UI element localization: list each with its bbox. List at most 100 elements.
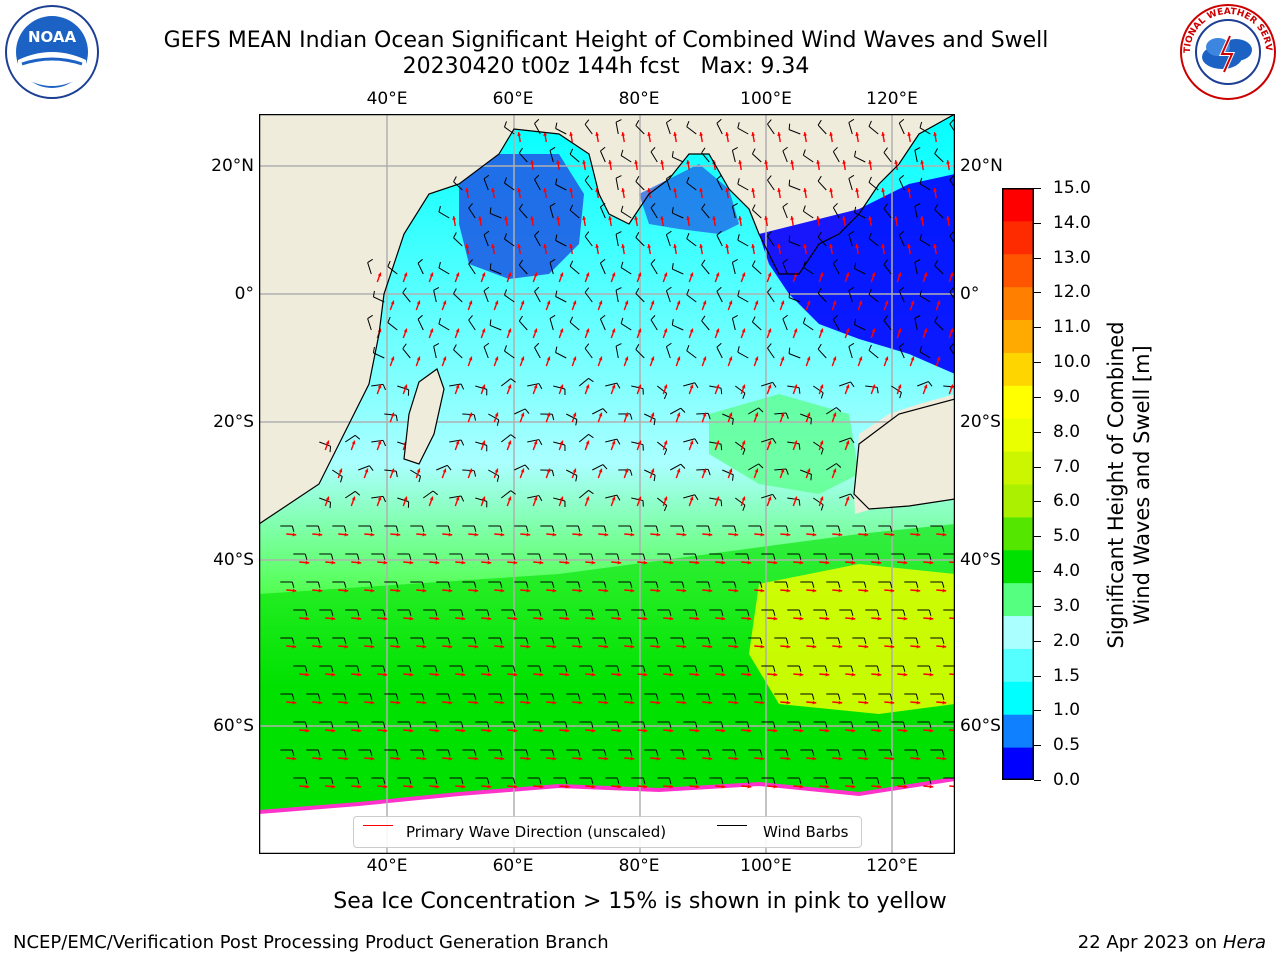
- wind-barb: [748, 581, 763, 588]
- lon-tick-top-120e: 120°E: [866, 89, 918, 109]
- map-panel[interactable]: Primary Wave Direction (unscaled) Wind B…: [258, 113, 956, 855]
- wind-barb: [904, 581, 919, 588]
- wind-barb: [868, 176, 879, 191]
- wind-barb: [423, 777, 438, 784]
- wind-barb: [555, 178, 567, 191]
- wave-arrow: [623, 356, 629, 367]
- wind-barb: [319, 497, 332, 509]
- wind-barb: [701, 315, 710, 331]
- colorbar: [1002, 188, 1034, 781]
- wave-arrow: [792, 440, 798, 451]
- wind-barb: [462, 413, 477, 421]
- wind-barb: [788, 123, 801, 135]
- wind-barb: [788, 235, 801, 247]
- wind-barb: [826, 693, 841, 700]
- wind-barb: [949, 175, 955, 189]
- wind-barb: [800, 693, 815, 700]
- wave-arrow: [428, 496, 434, 507]
- wind-barb: [345, 609, 360, 616]
- wind-barb: [384, 525, 399, 532]
- wind-barb: [475, 609, 490, 616]
- wave-arrow: [894, 160, 899, 171]
- wave-arrow: [546, 644, 557, 649]
- wind-barb: [848, 286, 855, 303]
- wind-barb: [306, 581, 321, 588]
- wave-arrow: [467, 468, 473, 479]
- wind-barb: [483, 174, 490, 191]
- wave-arrow: [546, 532, 557, 537]
- wind-barb: [280, 581, 295, 588]
- wind-barb: [358, 749, 373, 756]
- wind-barb: [371, 777, 386, 784]
- wave-arrow: [922, 384, 928, 395]
- wave-arrow: [728, 700, 739, 705]
- wind-barb: [802, 149, 814, 163]
- wave-arrow: [403, 560, 414, 565]
- wave-arrow: [780, 700, 791, 705]
- wave-arrow: [701, 356, 707, 367]
- wind-barb: [671, 207, 684, 219]
- wind-barb: [709, 553, 724, 560]
- wind-barb: [761, 493, 777, 500]
- wave-arrow: [507, 616, 518, 621]
- wind-barb: [709, 721, 724, 728]
- wind-barb: [540, 413, 555, 421]
- wave-arrow: [325, 672, 336, 677]
- wind-barb: [839, 721, 854, 728]
- wind-barb: [734, 497, 746, 511]
- wind-barb: [683, 382, 699, 389]
- wave-arrow: [584, 328, 590, 339]
- wave-arrow: [337, 468, 343, 479]
- wave-arrow: [610, 384, 616, 395]
- wind-barb: [670, 581, 685, 588]
- wave-arrow: [897, 560, 908, 565]
- wave-arrow: [871, 560, 882, 565]
- wind-barb: [852, 693, 867, 700]
- wind-barb: [774, 468, 789, 475]
- wave-arrow: [480, 272, 486, 283]
- lon-tick-top-40e: 40°E: [366, 89, 408, 109]
- wind-barb: [787, 553, 802, 560]
- colorbar-swatch: [1002, 484, 1034, 518]
- wave-arrow: [689, 672, 700, 677]
- wind-barb: [462, 637, 477, 644]
- wind-barb: [914, 315, 921, 331]
- wave-arrow: [818, 440, 824, 451]
- wind-barb: [686, 232, 697, 247]
- lat-tick-left-40s: 40°S: [213, 550, 254, 570]
- wind-barb: [579, 609, 594, 616]
- wind-barb: [635, 120, 645, 135]
- wind-barb: [878, 693, 893, 700]
- lon-tick-bottom-60e: 60°E: [492, 856, 534, 876]
- wave-arrow: [481, 784, 492, 789]
- wind-barb: [767, 119, 775, 135]
- wave-arrow: [465, 188, 470, 199]
- wind-barb: [293, 609, 308, 616]
- wave-arrow: [896, 328, 902, 339]
- colorbar-swatch: [1002, 648, 1034, 682]
- colorbar-tick-label: 14.0: [1053, 212, 1091, 233]
- wave-arrow: [884, 644, 895, 649]
- wave-arrow: [753, 356, 759, 367]
- wave-arrow: [611, 560, 622, 565]
- wave-arrow: [636, 272, 642, 283]
- wave-arrow: [676, 588, 687, 593]
- wave-arrow: [480, 384, 486, 395]
- wind-barb: [504, 345, 515, 359]
- wave-arrow: [803, 132, 808, 143]
- wind-barb: [748, 637, 763, 644]
- wind-barb: [735, 553, 750, 560]
- wave-arrow: [338, 532, 349, 537]
- wave-arrow: [390, 532, 401, 537]
- wind-barb: [384, 413, 398, 422]
- wave-arrow: [624, 644, 635, 649]
- wave-arrow: [611, 616, 622, 621]
- wave-arrow: [610, 440, 616, 451]
- wind-barb: [813, 385, 824, 399]
- wave-arrow: [818, 272, 824, 283]
- wind-barb: [671, 263, 684, 275]
- wind-barb: [453, 232, 463, 247]
- wind-barb: [656, 497, 668, 512]
- footer-date: 22 Apr 2023 on Hera: [1078, 932, 1266, 953]
- colorbar-swatch: [1002, 582, 1034, 617]
